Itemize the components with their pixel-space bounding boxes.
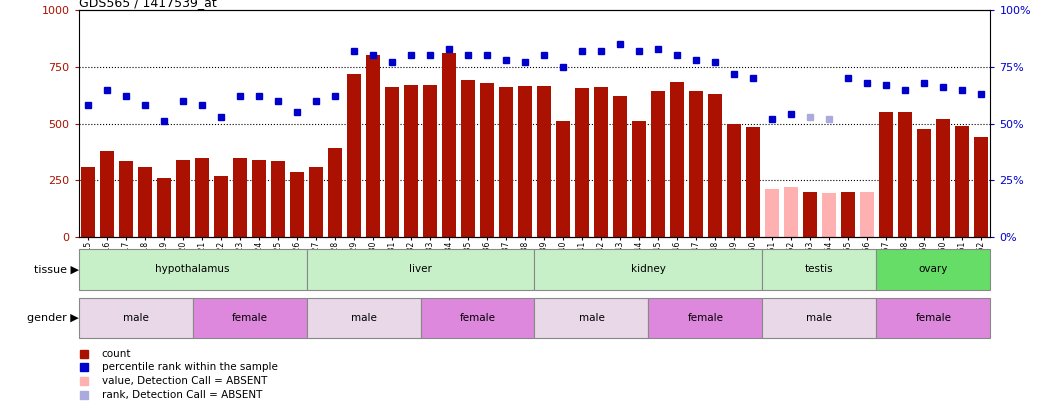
Bar [534,298,649,338]
Bar [386,87,398,237]
Bar [803,192,816,237]
Text: liver: liver [409,264,432,274]
Text: hypothalamus: hypothalamus [155,264,230,274]
Bar [727,124,741,237]
Bar [955,126,968,237]
Bar [842,192,854,237]
Text: female: female [232,313,267,323]
Text: ovary: ovary [919,264,948,274]
Text: female: female [687,313,723,323]
Bar [193,298,306,338]
Bar [649,298,762,338]
Text: female: female [915,313,952,323]
Bar [442,53,456,237]
Text: rank, Detection Call = ABSENT: rank, Detection Call = ABSENT [102,390,262,400]
Bar [708,94,722,237]
Text: male: male [807,313,832,323]
Bar [309,166,323,237]
Bar [101,151,114,237]
Bar [762,249,876,290]
Bar [119,161,133,237]
Bar [79,249,306,290]
Text: male: male [351,313,376,323]
Bar [898,112,912,237]
Bar [82,166,94,237]
Bar [519,86,531,237]
Bar [157,178,171,237]
Bar [534,249,762,290]
Bar [613,96,627,237]
Bar [975,137,987,237]
Bar [823,193,835,237]
Bar [271,161,285,237]
Text: percentile rank within the sample: percentile rank within the sample [102,362,278,372]
Bar [876,249,990,290]
Text: value, Detection Call = ABSENT: value, Detection Call = ABSENT [102,376,267,386]
Bar [306,249,534,290]
Text: count: count [102,349,131,358]
Bar [936,119,949,237]
Bar [538,86,550,237]
Bar [671,81,683,237]
Bar [328,149,342,237]
Bar [762,298,876,338]
Bar [138,166,152,237]
Text: gender ▶: gender ▶ [27,313,79,323]
Bar [367,55,379,237]
Text: testis: testis [805,264,834,274]
Bar [461,81,475,237]
Text: kidney: kidney [631,264,665,274]
Bar [423,85,437,237]
Bar [176,160,190,237]
Bar [347,74,361,237]
Bar [746,127,760,237]
Bar [765,189,779,237]
Bar [784,187,798,237]
Bar [876,298,990,338]
Bar [253,160,266,237]
Bar [480,83,494,237]
Bar [556,121,570,237]
Bar [405,85,418,237]
Bar [306,298,420,338]
Text: male: male [578,313,605,323]
Bar [420,298,534,338]
Bar [79,298,193,338]
Text: GDS565 / 1417539_at: GDS565 / 1417539_at [79,0,216,9]
Bar [594,87,608,237]
Bar [632,121,646,237]
Bar [879,112,893,237]
Bar [234,158,246,237]
Bar [651,91,664,237]
Bar [195,158,209,237]
Bar [575,88,589,237]
Bar [690,91,702,237]
Text: male: male [123,313,149,323]
Bar [215,176,227,237]
Text: female: female [459,313,496,323]
Bar [917,129,931,237]
Bar [290,172,304,237]
Text: tissue ▶: tissue ▶ [34,264,79,274]
Bar [499,87,512,237]
Bar [860,192,874,237]
